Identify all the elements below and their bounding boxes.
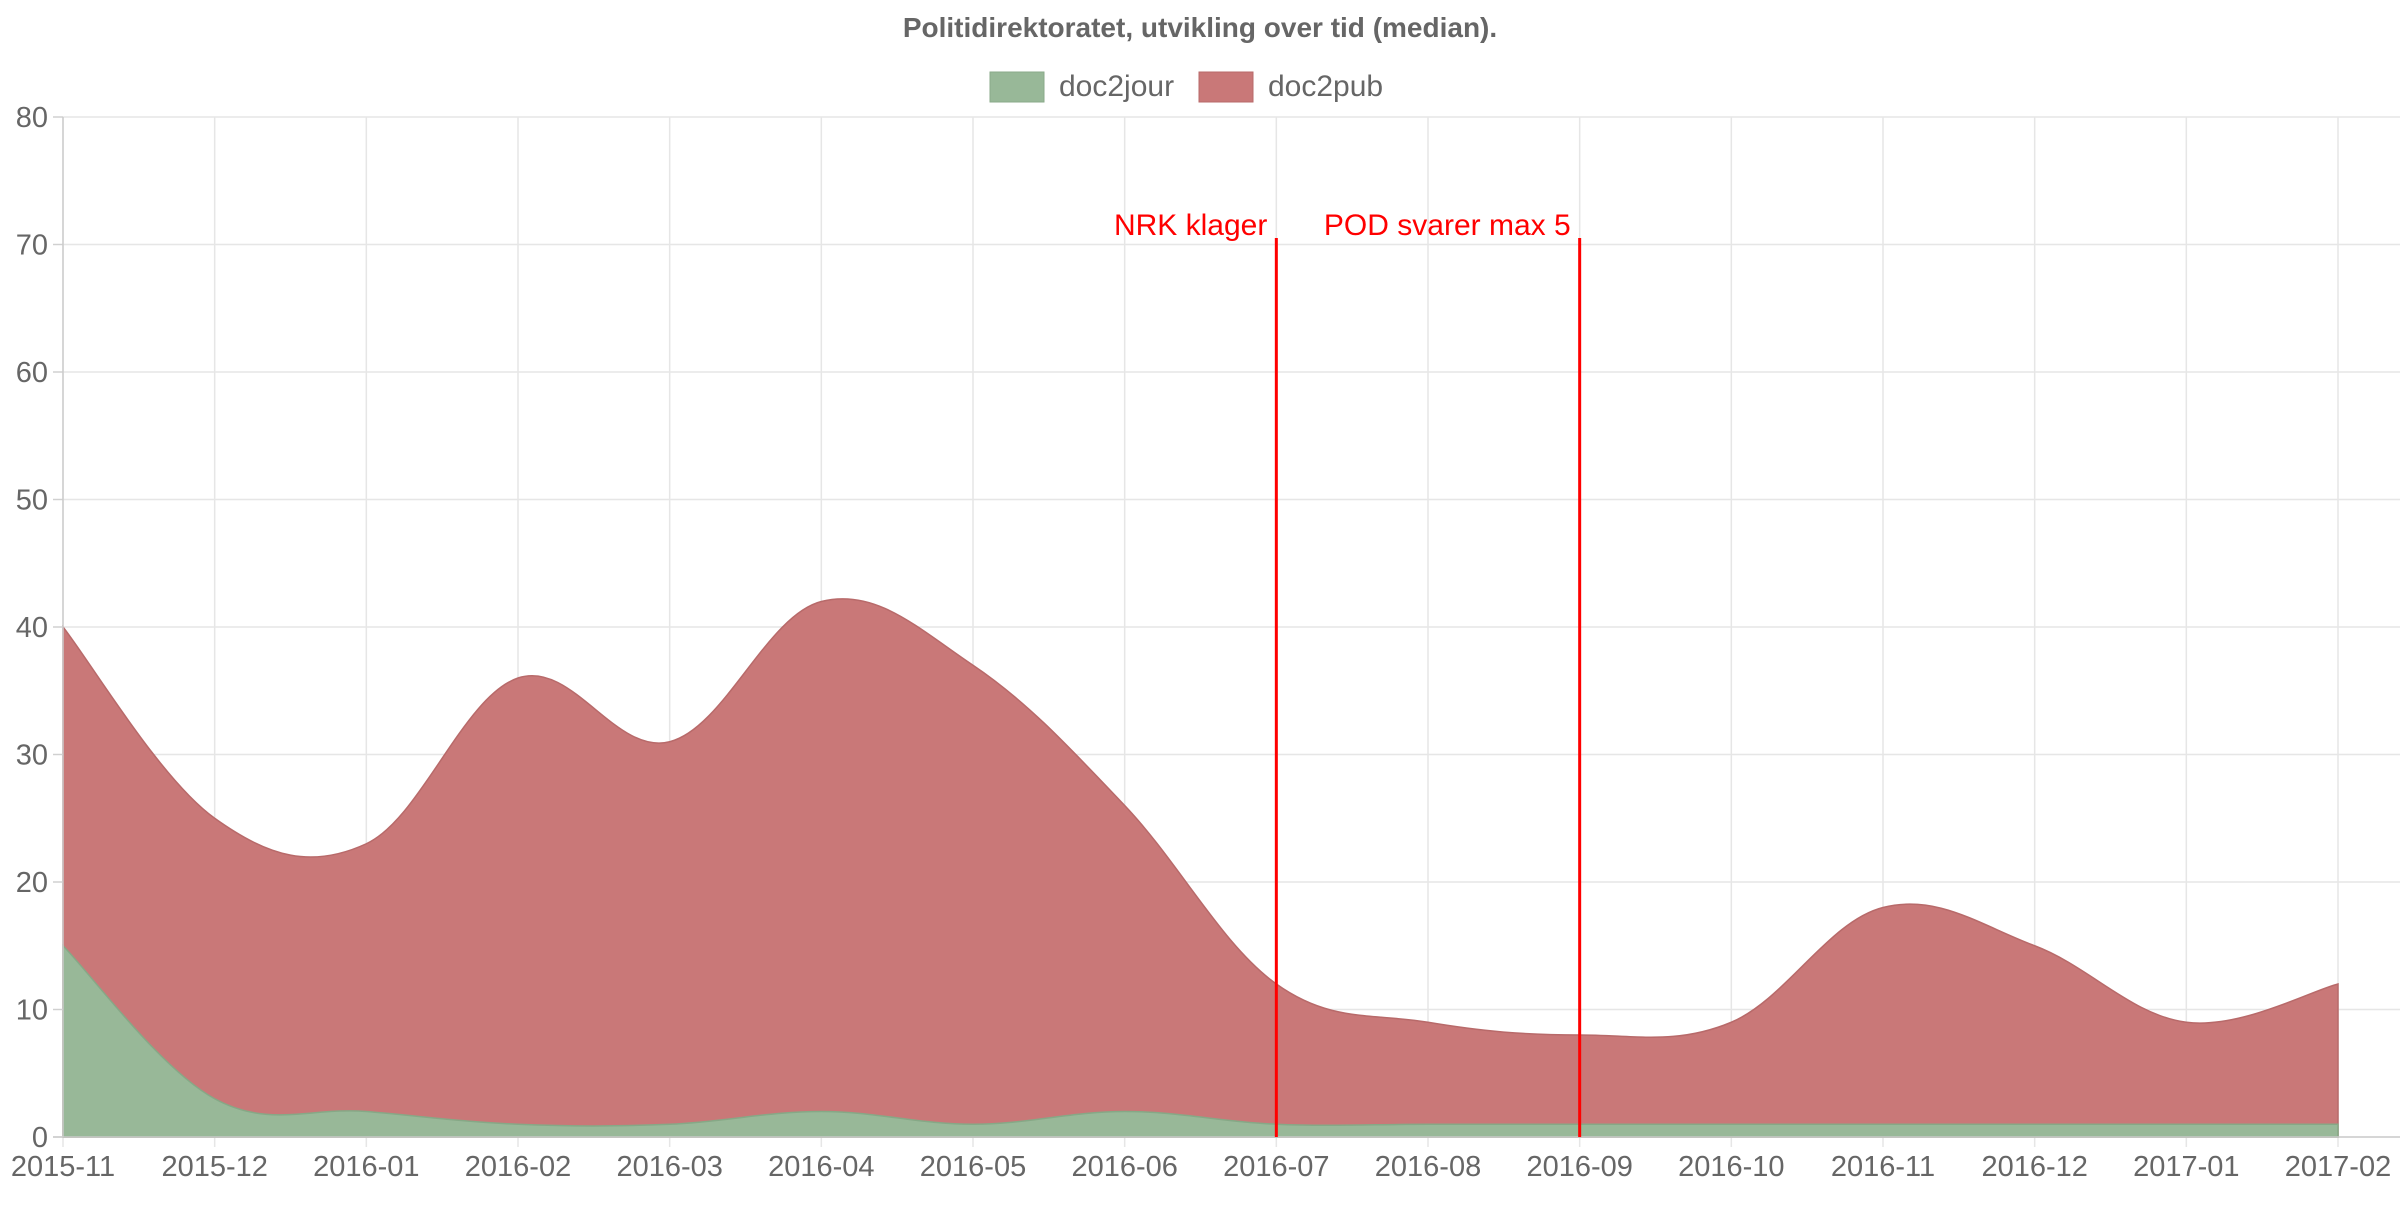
legend-swatch-doc2pub[interactable] — [1198, 71, 1254, 103]
x-tick-label: 2017-02 — [2285, 1151, 2391, 1183]
annotations: NRK klager POD svarer max 5 — [1114, 209, 1582, 1137]
x-tick-label: 2016-08 — [1375, 1151, 1481, 1183]
x-tick-label: 2015-12 — [161, 1151, 267, 1183]
x-tick-label: 2016-06 — [1071, 1151, 1177, 1183]
x-tick-label: 2017-01 — [2133, 1151, 2239, 1183]
chart-title: Politidirektoratet, utvikling over tid (… — [903, 12, 1497, 43]
x-tick-label: 2016-03 — [616, 1151, 722, 1183]
legend-swatch-doc2jour[interactable] — [989, 71, 1045, 103]
y-tick-label: 70 — [16, 230, 48, 262]
y-tick-label: 10 — [16, 995, 48, 1027]
legend-label-doc2pub[interactable]: doc2pub — [1268, 70, 1383, 103]
y-tick-label: 20 — [16, 867, 48, 899]
x-tick-label: 2016-07 — [1223, 1151, 1329, 1183]
y-tick-label: 30 — [16, 740, 48, 772]
area-doc2jour[interactable] — [62, 943, 2339, 1138]
annotation-label-nrk-klager: NRK klager — [1114, 209, 1267, 242]
y-tick-label: 60 — [16, 357, 48, 389]
area-doc2pub[interactable] — [62, 598, 2339, 1138]
y-tick-label: 40 — [16, 612, 48, 644]
x-tick-label: 2016-11 — [1831, 1151, 1935, 1183]
x-tick-label: 2016-05 — [920, 1151, 1026, 1183]
x-tick-label: 2016-12 — [1981, 1151, 2087, 1183]
plot-areas — [62, 598, 2339, 1138]
x-tick-label: 2015-11 — [11, 1151, 115, 1183]
x-tick-label: 2016-02 — [465, 1151, 571, 1183]
legend-label-doc2jour[interactable]: doc2jour — [1059, 70, 1174, 103]
legend: doc2jour doc2pub — [989, 70, 1383, 103]
x-tick-label: 2016-04 — [768, 1151, 874, 1183]
x-tick-label: 2016-01 — [313, 1151, 419, 1183]
y-tick-label: 80 — [16, 102, 48, 134]
axes: 0 10 20 30 40 50 60 70 80 2015-11 2015-12 2016-01 20… — [11, 102, 2400, 1183]
x-tick-label: 2016-09 — [1526, 1151, 1632, 1183]
y-tick-label: 50 — [16, 485, 48, 517]
x-tick-label: 2016-10 — [1678, 1151, 1784, 1183]
y-tick-label: 0 — [32, 1122, 48, 1154]
annotation-label-pod-svarer-max-5: POD svarer max 5 — [1324, 209, 1571, 242]
